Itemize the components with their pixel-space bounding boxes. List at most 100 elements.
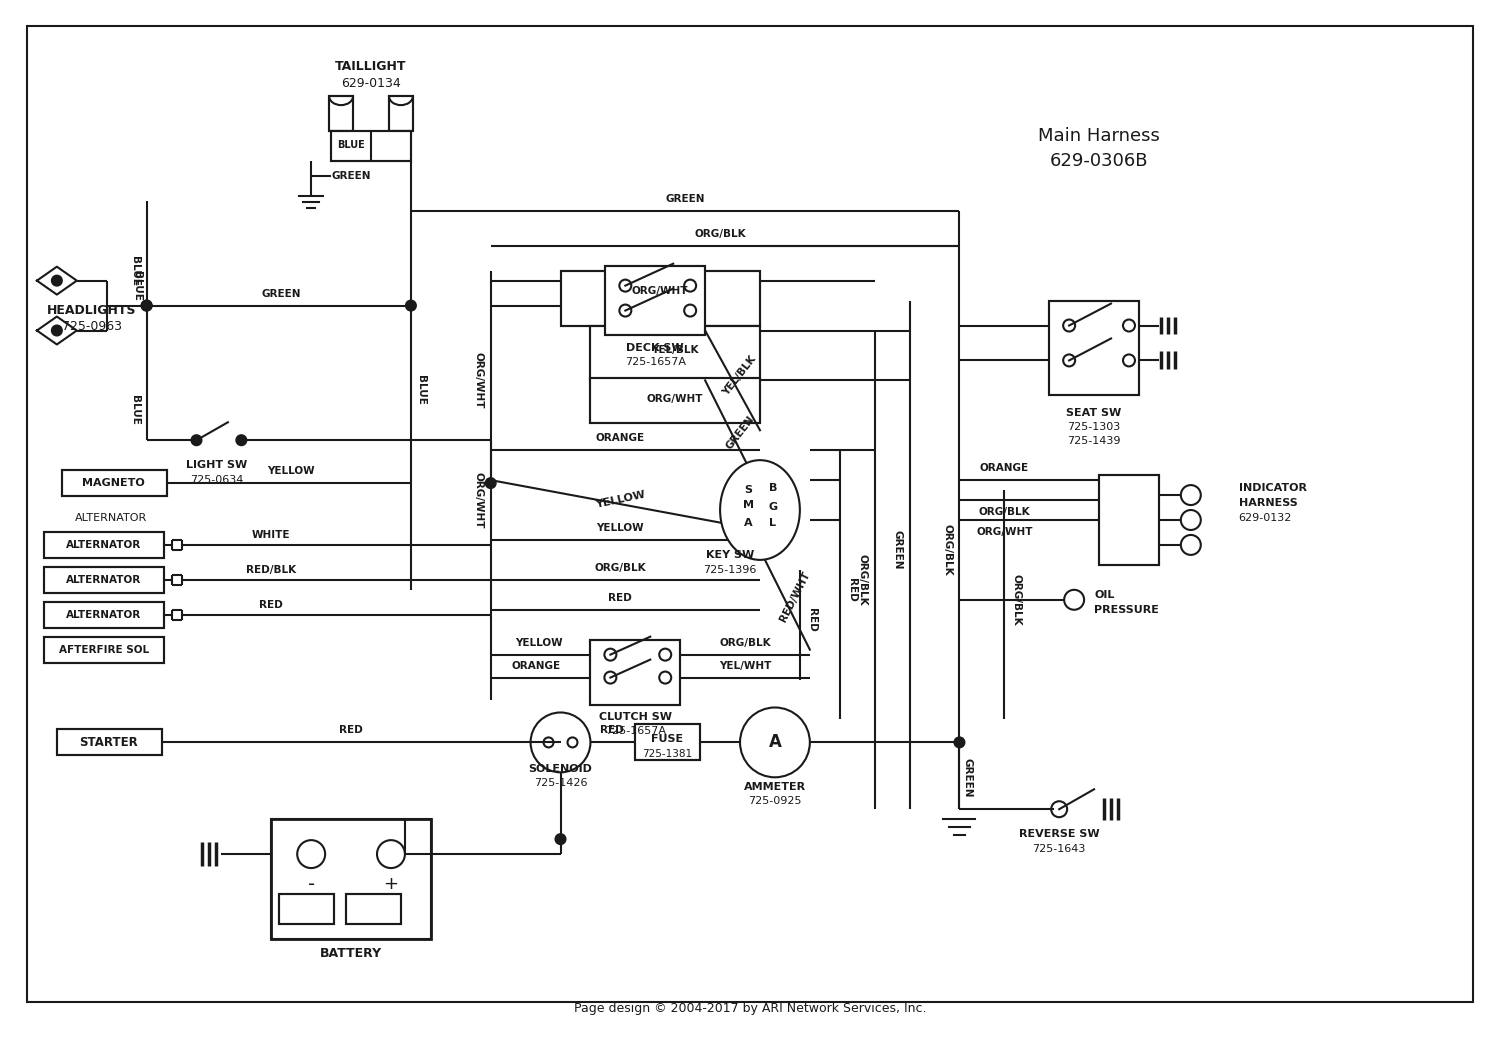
Text: 725-0634: 725-0634: [189, 475, 243, 485]
Text: RED/WHT: RED/WHT: [778, 570, 812, 624]
Circle shape: [53, 276, 62, 285]
Text: +: +: [384, 875, 399, 893]
Text: 725-1439: 725-1439: [1068, 436, 1120, 446]
Text: YEL/BLK: YEL/BLK: [722, 354, 759, 398]
Circle shape: [486, 479, 495, 488]
Text: -: -: [308, 875, 315, 894]
Text: KEY SW: KEY SW: [706, 550, 754, 559]
Bar: [636, 725, 700, 761]
Bar: [44, 567, 164, 593]
Bar: [1100, 475, 1160, 565]
Bar: [606, 266, 705, 335]
Bar: [332, 131, 411, 161]
Circle shape: [954, 737, 964, 747]
Text: WHITE: WHITE: [252, 530, 291, 540]
Text: SEAT SW: SEAT SW: [1066, 408, 1122, 418]
Text: ORANGE: ORANGE: [980, 463, 1029, 473]
Text: RED: RED: [600, 726, 624, 736]
Circle shape: [237, 435, 246, 445]
Bar: [62, 470, 166, 496]
Text: GREEN: GREEN: [666, 194, 705, 203]
Bar: [636, 725, 700, 761]
Text: 725-1426: 725-1426: [534, 778, 588, 788]
Text: RED: RED: [846, 578, 856, 602]
Text: G: G: [768, 502, 777, 512]
Text: GREEN: GREEN: [724, 413, 756, 450]
Text: ORG/BLK: ORG/BLK: [858, 554, 867, 605]
Text: RED: RED: [807, 608, 818, 631]
Text: BLUE: BLUE: [132, 271, 141, 301]
Bar: [272, 819, 430, 939]
Text: MAGNETO: MAGNETO: [82, 479, 146, 488]
Text: YEL/BLK: YEL/BLK: [651, 346, 699, 355]
Circle shape: [406, 301, 416, 310]
Text: ORG/WHT: ORG/WHT: [474, 472, 483, 528]
Text: YEL/WHT: YEL/WHT: [718, 660, 771, 671]
Text: M: M: [742, 500, 753, 510]
Text: BLUE: BLUE: [129, 395, 140, 426]
Bar: [346, 894, 400, 924]
Text: YELLOW: YELLOW: [594, 490, 646, 511]
Bar: [1048, 301, 1138, 395]
Text: GREEN: GREEN: [963, 758, 972, 797]
Text: ORG/BLK: ORG/BLK: [942, 524, 952, 576]
Text: Page design © 2004-2017 by ARI Network Services, Inc.: Page design © 2004-2017 by ARI Network S…: [573, 1002, 926, 1015]
Text: ORG/BLK: ORG/BLK: [694, 228, 746, 239]
Text: GREEN: GREEN: [261, 289, 302, 299]
Bar: [44, 567, 164, 593]
Bar: [57, 730, 162, 756]
Bar: [44, 602, 164, 628]
Text: ORG/WHT: ORG/WHT: [976, 527, 1032, 537]
Text: BATTERY: BATTERY: [320, 948, 382, 960]
Text: BLUE: BLUE: [338, 140, 364, 151]
Bar: [1048, 301, 1138, 395]
Text: AFTERFIRE SOL: AFTERFIRE SOL: [58, 645, 148, 655]
Circle shape: [53, 326, 62, 335]
Text: YELLOW: YELLOW: [267, 466, 315, 476]
Bar: [44, 636, 164, 662]
Text: ORG/BLK: ORG/BLK: [978, 507, 1030, 517]
Bar: [346, 894, 400, 924]
Text: RED/BLK: RED/BLK: [246, 565, 297, 575]
Text: 629-0132: 629-0132: [1239, 513, 1292, 523]
Text: A: A: [768, 734, 782, 752]
Bar: [591, 639, 680, 705]
Text: AMMETER: AMMETER: [744, 783, 806, 792]
Text: GREEN: GREEN: [892, 530, 903, 570]
Bar: [57, 730, 162, 756]
Text: OIL: OIL: [1094, 590, 1114, 600]
Bar: [591, 379, 760, 424]
Text: REVERSE SW: REVERSE SW: [1019, 829, 1100, 839]
Circle shape: [141, 301, 152, 310]
Text: B: B: [770, 483, 777, 493]
Bar: [388, 97, 412, 131]
Text: YELLOW: YELLOW: [514, 637, 562, 648]
Text: S: S: [744, 485, 752, 495]
Text: LIGHT SW: LIGHT SW: [186, 460, 248, 470]
Text: 725-1303: 725-1303: [1068, 422, 1120, 432]
Text: A: A: [744, 518, 753, 528]
Text: ALTERNATOR: ALTERNATOR: [66, 609, 141, 620]
Text: 629-0134: 629-0134: [340, 77, 400, 89]
Circle shape: [555, 835, 566, 844]
Bar: [279, 894, 334, 924]
Text: RED: RED: [609, 593, 631, 603]
Bar: [44, 636, 164, 662]
Circle shape: [1180, 510, 1202, 530]
Bar: [272, 819, 430, 939]
Bar: [62, 470, 166, 496]
Circle shape: [1180, 485, 1202, 506]
Text: ORANGE: ORANGE: [512, 660, 560, 671]
Circle shape: [141, 301, 152, 310]
Bar: [328, 97, 352, 131]
Text: TAILLIGHT: TAILLIGHT: [336, 60, 406, 73]
Text: ORG/WHT: ORG/WHT: [632, 285, 688, 296]
Text: YELLOW: YELLOW: [597, 523, 644, 532]
Bar: [44, 531, 164, 557]
Bar: [591, 326, 760, 380]
Text: ORG/WHT: ORG/WHT: [646, 394, 704, 405]
Bar: [44, 602, 164, 628]
Bar: [591, 326, 760, 380]
Text: ORANGE: ORANGE: [596, 433, 645, 443]
Bar: [606, 266, 705, 335]
